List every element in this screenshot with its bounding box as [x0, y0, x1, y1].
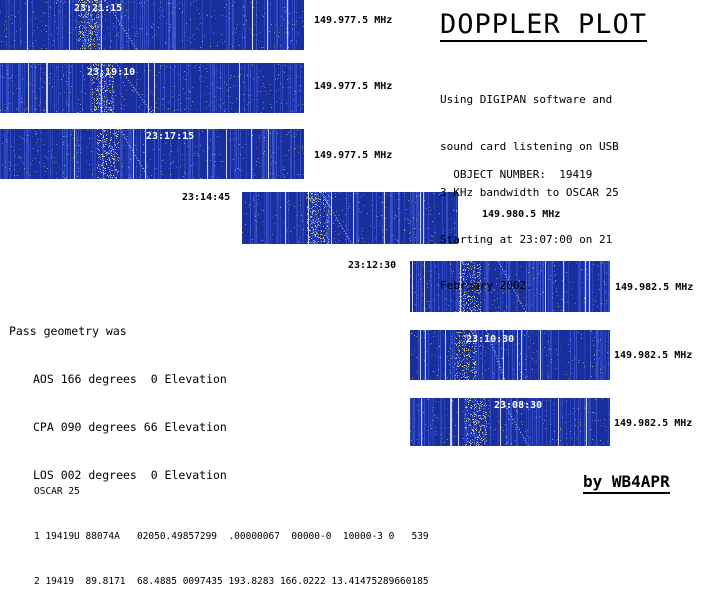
waterfall-panel-1: 23:21:15	[0, 0, 304, 50]
waterfall-frequency: 149.982.5 MHz	[614, 350, 693, 361]
waterfall-panel-7: 23:08:30	[410, 398, 610, 446]
object-number-row: OBJECT NUMBER: 19419	[440, 151, 592, 182]
pass-geometry: Pass geometry was AOS 166 degrees 0 Elev…	[9, 291, 227, 499]
waterfall-timestamp: 23:12:30	[348, 260, 397, 271]
waterfall-frequency: 149.980.5 MHz	[482, 209, 561, 220]
tle-block: OSCAR 25 1 19419U 88074A 02050.49857299 …	[34, 454, 429, 604]
page-title: DOPPLER PLOT	[440, 9, 648, 42]
waterfall-timestamp: 23:19:10	[87, 67, 136, 78]
object-number-value: 19419	[559, 167, 593, 181]
tle-line-2: 2 19419 89.8171 68.4885 0097435 193.8283…	[34, 576, 429, 587]
author-byline: by WB4APR	[583, 472, 670, 494]
waterfall-timestamp: 23:21:15	[74, 3, 123, 14]
waterfall-frequency: 149.977.5 MHz	[314, 15, 393, 26]
waterfall-frequency: 149.977.5 MHz	[314, 81, 393, 92]
description-line: Using DIGIPAN software and	[440, 93, 613, 106]
description-block: Using DIGIPAN software and sound card li…	[440, 61, 619, 309]
waterfall-frequency: 149.982.5 MHz	[615, 282, 694, 293]
pass-geometry-line: LOS 002 degrees 0 Elevation	[33, 468, 227, 482]
waterfall-panel-6: 23:10:30	[410, 330, 610, 380]
waterfall-frequency: 149.982.5 MHz	[614, 418, 693, 429]
tle-line-1: 1 19419U 88074A 02050.49857299 .00000067…	[34, 531, 429, 542]
pass-geometry-heading: Pass geometry was	[9, 324, 127, 338]
waterfall-panel-2: 23:19:10	[0, 63, 304, 113]
waterfall-timestamp: 23:17:15	[146, 131, 195, 142]
waterfall-timestamp: 23:08:30	[494, 400, 543, 411]
object-number-label: OBJECT NUMBER:	[453, 167, 546, 181]
pass-geometry-line: AOS 166 degrees 0 Elevation	[33, 372, 227, 386]
description-line: 3 KHz bandwidth to OSCAR 25	[440, 186, 619, 199]
waterfall-timestamp: 23:10:30	[466, 334, 515, 345]
waterfall-panel-4	[242, 192, 458, 244]
pass-geometry-line: CPA 090 degrees 66 Elevation	[33, 420, 227, 434]
waterfall-frequency: 149.977.5 MHz	[314, 150, 393, 161]
description-line: sound card listening on USB	[440, 139, 619, 153]
tle-name: OSCAR 25	[34, 486, 80, 497]
waterfall-panel-3: 23:17:15	[0, 129, 304, 179]
description-line: Starting at 23:07:00 on 21	[440, 232, 613, 246]
description-line: February 2002.	[440, 279, 533, 292]
waterfall-panel-5	[410, 261, 610, 312]
waterfall-timestamp: 23:14:45	[182, 192, 231, 203]
